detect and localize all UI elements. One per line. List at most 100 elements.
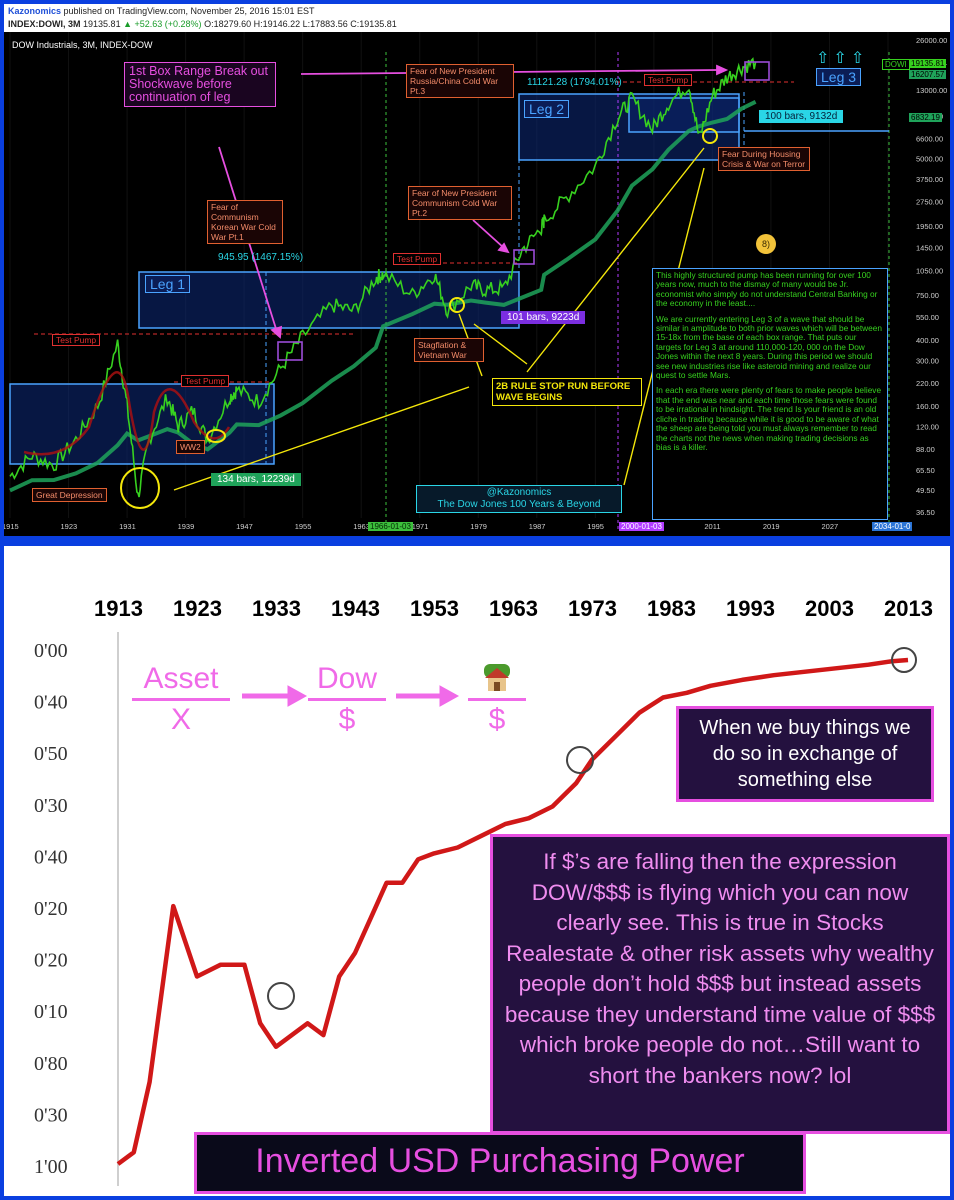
commentary-paragraph-2: We are currently entering Leg 3 of a wav…: [656, 313, 882, 381]
signature-box: @Kazonomics The Dow Jones 100 Years & Be…: [416, 485, 622, 513]
falling-dollars-note: If $’s are falling then the expression D…: [490, 834, 950, 1134]
y-tick-label: 6600.00: [916, 135, 943, 144]
test-pump-label-1: Test Pump: [52, 334, 101, 346]
x-label: X: [170, 703, 191, 736]
signature-title: The Dow Jones 100 Years & Beyond: [437, 499, 601, 510]
y-tick-label: 49.50: [916, 486, 935, 495]
x-tick-label: 1915: [4, 522, 19, 531]
commentary-paragraph-3: In each era there were plenty of fears t…: [656, 385, 882, 452]
bottom-y-tick-label: 0'50: [34, 743, 68, 765]
leg1-gain-label: 945.95 (1467.15%): [218, 252, 304, 263]
bottom-y-axis-ticks: 0'00 0'40 0'50 0'30 0'40 0'20 0'20 0'10 0'80 0'30…: [34, 640, 68, 1178]
bars-134-label: 134 bars, 12239d: [211, 473, 301, 486]
nerd-emoji-icon: 8): [756, 234, 776, 254]
bottom-y-tick-label: 0'00: [34, 640, 68, 662]
ticker-line: INDEX:DOWI, 3M: [8, 19, 81, 29]
last-price: 19135.81: [83, 19, 121, 29]
y-tick-label: 1450.00: [916, 243, 943, 252]
x-tick-label: 2011: [704, 522, 720, 531]
dow-chart-panel: Kazonomics published on TradingView.com,…: [4, 4, 950, 536]
bottom-x-tick-label: 1923: [173, 596, 222, 621]
house-over-dollar-fraction: $: [468, 660, 526, 737]
bottom-y-tick-label: 1'00: [34, 1156, 68, 1178]
bottom-x-tick-label: 2003: [805, 596, 854, 621]
x-marker-2000: 2000-01-03: [619, 522, 664, 531]
leg1-label: Leg 1: [145, 275, 191, 293]
leg3-up-arrows: ⇧⇧⇧: [816, 50, 869, 67]
bottom-y-tick-label: 0'20: [34, 950, 68, 972]
test-pump-label-4: Test Pump: [644, 74, 693, 86]
x-marker-1966: 1966-01-03: [368, 522, 413, 531]
y-tick-label: 13000.00: [916, 86, 947, 95]
asset-label: Asset: [143, 662, 219, 695]
x-tick-label: 1931: [119, 522, 136, 531]
x-tick-label: 1987: [529, 522, 546, 531]
ww2-note: WW2: [176, 440, 205, 454]
price-tag-2: 16207.57: [909, 70, 947, 79]
bottom-y-tick-label: 0'10: [34, 1001, 68, 1023]
price-tag-prefix: DOWI: [882, 59, 910, 70]
y-tick-label: 1050.00: [916, 267, 943, 276]
house-icon: [468, 660, 526, 696]
bottom-x-tick-label: 1953: [410, 596, 459, 621]
box-breakout-note: 1st Box Range Break out Shockwave before…: [124, 62, 276, 107]
x-tick-label: 1947: [236, 522, 253, 531]
housing-crisis-circle: [702, 128, 718, 144]
commentary-box: This highly structured pump has been run…: [652, 268, 888, 520]
dow-label: Dow: [316, 662, 377, 695]
dollar-label: $: [338, 703, 356, 736]
fear-president-cold-war-2-note: Fear of New President Communism Cold War…: [408, 186, 512, 220]
bottom-y-tick-label: 0'40: [34, 846, 68, 868]
x-tick-label: 2027: [822, 522, 839, 531]
box-range-leg1: [138, 271, 520, 329]
fear-housing-note: Fear During Housing Crisis & War on Terr…: [718, 147, 810, 171]
marker-1933-circle: [267, 982, 295, 1010]
asset-over-x-fraction: Asset X: [132, 662, 230, 737]
author-brand[interactable]: Kazonomics: [8, 6, 62, 16]
bottom-x-tick-label: 1943: [331, 596, 380, 621]
x-tick-label: 1963: [353, 522, 370, 531]
bottom-x-tick-label: 1933: [252, 596, 301, 621]
bottom-x-tick-label: 1993: [726, 596, 775, 621]
great-depression-note: Great Depression: [32, 488, 107, 502]
y-tick-label: 5000.00: [916, 155, 943, 164]
y-tick-label: 120.00: [916, 423, 939, 432]
leg2-label: Leg 2: [524, 100, 570, 118]
dollar-label-2: $: [488, 703, 506, 736]
ww2-circle: [206, 429, 226, 443]
x-tick-label: 1979: [470, 522, 487, 531]
bottom-y-tick-label: 0'80: [34, 1053, 68, 1075]
test-pump-label-2: Test Pump: [181, 375, 230, 387]
bottom-x-axis-ticks: 1913 1923 1933 1943 1953 1963 1973 1983 1993 2003…: [94, 596, 933, 621]
bottom-x-tick-label: 1973: [568, 596, 617, 621]
purchasing-power-line: [116, 657, 909, 1166]
marker-2013-circle: [891, 647, 917, 673]
x-tick-label: 2019: [763, 522, 780, 531]
bars-100-label: 100 bars, 9132d: [759, 110, 844, 123]
price-tag: 19135.81: [909, 59, 947, 68]
bottom-y-tick-label: 0'20: [34, 898, 68, 920]
leg3-label: Leg 3: [816, 68, 862, 86]
y-tick-label: 2750.00: [916, 197, 943, 206]
y-tick-label: 300.00: [916, 357, 939, 366]
purchasing-power-panel: 1913 1923 1933 1943 1953 1963 1973 1983 1993 2003…: [4, 546, 950, 1196]
y-tick-label: 3750.00: [916, 175, 943, 184]
y-tick-label: 550.00: [916, 313, 939, 322]
dow-over-dollar-fraction: Dow $: [308, 662, 386, 737]
fear-communism-note: Fear of Communism Korean War Cold War Pt…: [207, 200, 283, 244]
marker-1970-circle: [566, 746, 594, 774]
x-tick-label: 1995: [587, 522, 604, 531]
dow-price-line: [9, 57, 757, 498]
x-tick-label: 1955: [295, 522, 312, 531]
y-tick-label: 26000.00: [916, 36, 947, 45]
y-tick-label: 88.00: [916, 445, 935, 454]
bottom-y-tick-label: 0'30: [34, 795, 68, 817]
stagflation-note: Stagflation & Vietnam War: [414, 338, 484, 362]
publish-info: published on TradingView.com, November 2…: [63, 6, 315, 16]
bottom-y-tick-label: 0'40: [34, 692, 68, 714]
bottom-x-tick-label: 1963: [489, 596, 538, 621]
ohlc-values: O:18279.60 H:19146.22 L:17883.56 C:19135…: [204, 19, 397, 29]
y-tick-label: 1950.00: [916, 222, 943, 231]
y-tick-label: 750.00: [916, 291, 939, 300]
